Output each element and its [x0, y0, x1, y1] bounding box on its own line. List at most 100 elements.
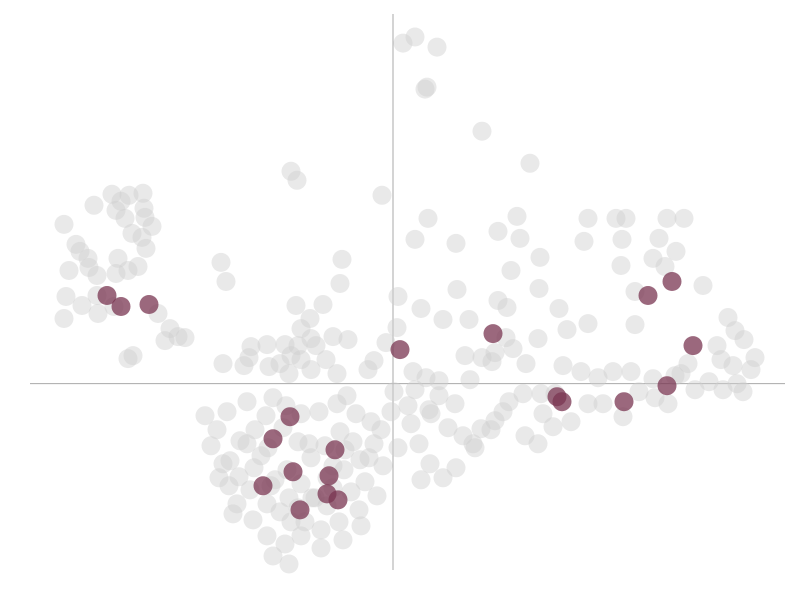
data-point [78, 248, 98, 268]
data-point [275, 335, 295, 355]
data-point [543, 417, 563, 437]
data-point [334, 460, 354, 480]
data-point [419, 400, 439, 420]
data-point [645, 388, 665, 408]
data-point [122, 223, 142, 243]
data-point [528, 434, 548, 454]
data-point [327, 364, 347, 384]
data-point [328, 490, 348, 510]
data-point [135, 207, 155, 227]
data-point [275, 534, 295, 554]
data-point [485, 343, 505, 363]
data-point [259, 357, 279, 377]
data-point [488, 291, 508, 310]
data-point [662, 272, 682, 291]
data-point [507, 206, 527, 226]
data-point [160, 319, 180, 339]
data-point [371, 420, 391, 440]
data-point [234, 356, 254, 376]
data-point [279, 554, 299, 574]
data-point [713, 380, 733, 400]
data-point [381, 402, 401, 422]
data-point [287, 170, 307, 190]
data-point [106, 264, 126, 283]
data-point [256, 406, 276, 426]
data-point [611, 256, 631, 275]
data-point [364, 351, 384, 371]
data-point [510, 228, 530, 248]
data-point [588, 368, 608, 388]
data-point [288, 336, 308, 356]
data-point [603, 362, 623, 382]
data-point [350, 450, 370, 470]
data-point [643, 248, 663, 268]
data-point [557, 320, 577, 340]
data-point [142, 216, 162, 236]
data-point [291, 350, 311, 370]
data-point [711, 350, 731, 370]
data-point [455, 346, 475, 366]
data-point [311, 520, 331, 540]
data-point [111, 191, 131, 211]
data-point [403, 362, 423, 382]
data-point [621, 362, 641, 382]
data-point [359, 448, 379, 468]
data-point [405, 27, 425, 47]
data-point [54, 309, 74, 328]
data-point [59, 261, 79, 280]
data-point [657, 208, 677, 228]
data-point [338, 330, 358, 350]
data-point [54, 214, 74, 234]
data-point [175, 328, 195, 348]
data-point [283, 462, 303, 482]
data-point [499, 392, 519, 412]
data-point [367, 486, 387, 506]
data-point [666, 241, 686, 261]
data-point [373, 456, 393, 476]
data-point [56, 287, 76, 306]
data-point [417, 77, 437, 97]
data-point [301, 329, 321, 349]
data-point [302, 488, 322, 508]
data-point [485, 411, 505, 431]
data-point [343, 432, 363, 452]
data-point [330, 422, 350, 442]
data-point [316, 350, 336, 370]
data-point [497, 298, 517, 317]
data-point [111, 297, 131, 316]
data-point [530, 247, 550, 267]
data-point [683, 336, 703, 356]
data-point [445, 394, 465, 414]
data-point [614, 392, 634, 412]
data-point [606, 208, 626, 228]
data-point [209, 468, 229, 488]
data-point [405, 380, 425, 400]
data-point [123, 346, 143, 366]
data-point [387, 318, 407, 338]
data-point [727, 374, 747, 394]
series-2 [97, 272, 703, 520]
data-point [128, 257, 148, 276]
data-point [300, 309, 320, 328]
data-point [286, 296, 306, 315]
data-point [213, 454, 233, 474]
data-point [139, 295, 159, 314]
data-point [674, 208, 694, 228]
data-point [237, 392, 257, 412]
data-point [629, 382, 649, 402]
data-point [459, 310, 479, 329]
data-point [213, 354, 233, 374]
data-point [372, 185, 392, 205]
data-point [223, 504, 243, 524]
data-point [253, 476, 273, 496]
data-point [329, 512, 349, 532]
data-point [155, 331, 175, 351]
data-point [281, 346, 301, 366]
data-point [625, 315, 645, 335]
data-point [718, 308, 738, 327]
data-point [734, 330, 754, 350]
data-point [239, 348, 259, 368]
data-point [133, 183, 153, 203]
data-point [578, 314, 598, 334]
data-point [453, 426, 473, 446]
